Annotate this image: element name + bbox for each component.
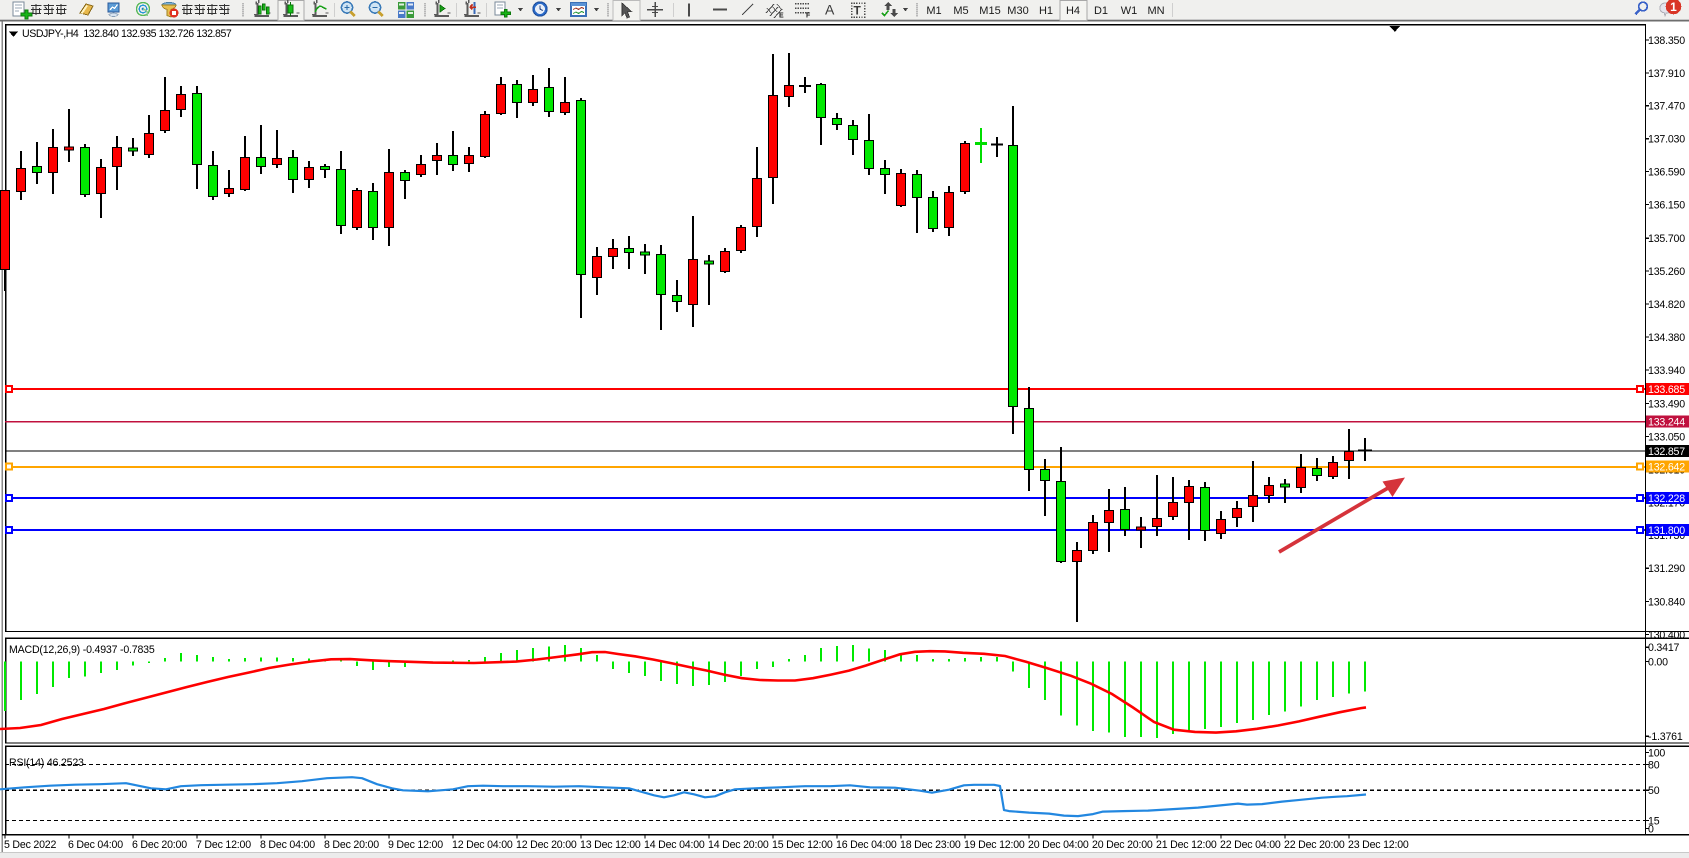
svg-text:M1: M1: [926, 5, 941, 17]
svg-text:1: 1: [1670, 0, 1677, 14]
svg-text:20 Dec 04:00: 20 Dec 04:00: [1028, 839, 1089, 851]
svg-text:M30: M30: [1007, 5, 1028, 17]
svg-text:13 Dec 12:00: 13 Dec 12:00: [580, 839, 641, 851]
svg-text:8 Dec 20:00: 8 Dec 20:00: [324, 839, 379, 851]
svg-text:M5: M5: [953, 5, 968, 17]
svg-text:131.290: 131.290: [1648, 563, 1685, 575]
svg-text:5 Dec 2022: 5 Dec 2022: [4, 839, 56, 851]
svg-text:9 Dec 12:00: 9 Dec 12:00: [388, 839, 443, 851]
svg-text:23 Dec 12:00: 23 Dec 12:00: [1348, 839, 1409, 851]
svg-text:100: 100: [1648, 748, 1665, 760]
svg-text:6 Dec 04:00: 6 Dec 04:00: [68, 839, 123, 851]
svg-text:M15: M15: [979, 5, 1000, 17]
svg-text:21 Dec 12:00: 21 Dec 12:00: [1156, 839, 1217, 851]
svg-text:MN: MN: [1147, 5, 1164, 17]
svg-text:0: 0: [1648, 824, 1654, 836]
svg-text:20 Dec 20:00: 20 Dec 20:00: [1092, 839, 1153, 851]
svg-text:133.685: 133.685: [1648, 384, 1685, 396]
svg-text:133.050: 133.050: [1648, 431, 1685, 443]
svg-text:134.820: 134.820: [1648, 299, 1685, 311]
svg-text:T: T: [854, 4, 862, 18]
svg-text:132.642: 132.642: [1648, 462, 1685, 474]
svg-text:H4: H4: [1066, 5, 1080, 17]
svg-text:137.030: 137.030: [1648, 134, 1685, 146]
svg-text:131.800: 131.800: [1648, 525, 1685, 537]
svg-text:137.910: 137.910: [1648, 68, 1685, 80]
svg-text:133.244: 133.244: [1648, 417, 1685, 429]
svg-text:136.150: 136.150: [1648, 199, 1685, 211]
svg-text:133.490: 133.490: [1648, 399, 1685, 411]
svg-text:14 Dec 20:00: 14 Dec 20:00: [708, 839, 769, 851]
svg-text:14 Dec 04:00: 14 Dec 04:00: [644, 839, 705, 851]
svg-text:15: 15: [1648, 816, 1660, 828]
svg-text:80: 80: [1648, 759, 1660, 771]
svg-text:18 Dec 23:00: 18 Dec 23:00: [900, 839, 961, 851]
svg-text:USDJPY-,H4 132.840 132.935 13: USDJPY-,H4 132.840 132.935 132.726 132.8…: [22, 28, 232, 40]
svg-text:137.470: 137.470: [1648, 101, 1685, 113]
svg-text:0.00: 0.00: [1648, 657, 1668, 669]
svg-text:132.228: 132.228: [1648, 493, 1685, 505]
svg-text:135.700: 135.700: [1648, 233, 1685, 245]
svg-text:12 Dec 20:00: 12 Dec 20:00: [516, 839, 577, 851]
svg-text:RSI(14) 46.2523: RSI(14) 46.2523: [9, 757, 84, 769]
svg-text:133.940: 133.940: [1648, 365, 1685, 377]
svg-text:136.590: 136.590: [1648, 167, 1685, 179]
svg-text:130.840: 130.840: [1648, 597, 1685, 609]
svg-text:19 Dec 12:00: 19 Dec 12:00: [964, 839, 1025, 851]
svg-text:E: E: [779, 13, 784, 20]
svg-text:W1: W1: [1121, 5, 1138, 17]
svg-text:8 Dec 04:00: 8 Dec 04:00: [260, 839, 315, 851]
svg-text:22 Dec 04:00: 22 Dec 04:00: [1220, 839, 1281, 851]
svg-text:H1: H1: [1039, 5, 1053, 17]
svg-text:12 Dec 04:00: 12 Dec 04:00: [452, 839, 513, 851]
svg-text:6 Dec 20:00: 6 Dec 20:00: [132, 839, 187, 851]
svg-text:F: F: [806, 13, 811, 20]
svg-text:D1: D1: [1094, 5, 1108, 17]
svg-text:16 Dec 04:00: 16 Dec 04:00: [836, 839, 897, 851]
svg-text:0.3417: 0.3417: [1648, 642, 1680, 654]
svg-text:22 Dec 20:00: 22 Dec 20:00: [1284, 839, 1345, 851]
svg-text:-1.3761: -1.3761: [1648, 731, 1683, 743]
svg-text:A: A: [825, 2, 835, 18]
svg-text:132.857: 132.857: [1648, 446, 1685, 458]
svg-text:130.400: 130.400: [1648, 629, 1685, 641]
svg-text:MACD(12,26,9) -0.4937 -0.7835: MACD(12,26,9) -0.4937 -0.7835: [9, 644, 155, 656]
svg-text:138.350: 138.350: [1648, 35, 1685, 47]
svg-text:7 Dec 12:00: 7 Dec 12:00: [196, 839, 251, 851]
svg-text:134.380: 134.380: [1648, 332, 1685, 344]
svg-text:15 Dec 12:00: 15 Dec 12:00: [772, 839, 833, 851]
svg-text:50: 50: [1648, 785, 1660, 797]
svg-text:135.260: 135.260: [1648, 266, 1685, 278]
